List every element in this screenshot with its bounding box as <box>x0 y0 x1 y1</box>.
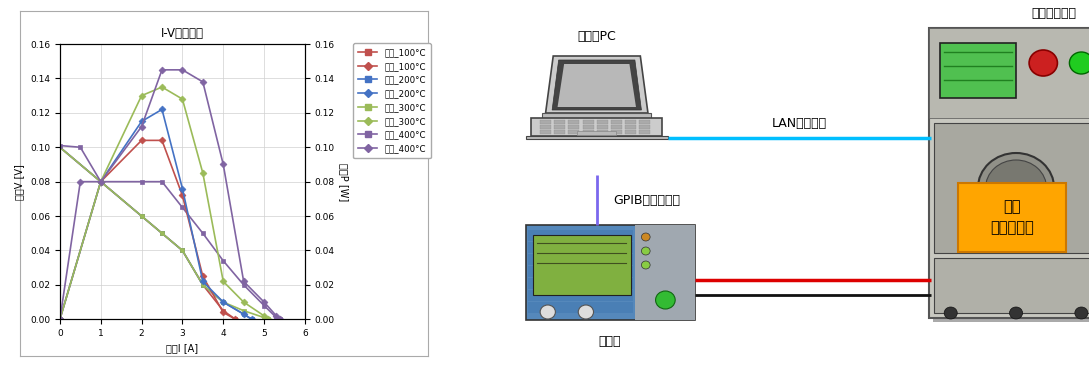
Y-axis label: 電力P [W]: 電力P [W] <box>339 163 348 201</box>
FancyBboxPatch shape <box>934 123 1089 253</box>
FancyBboxPatch shape <box>540 130 551 134</box>
FancyBboxPatch shape <box>597 130 608 134</box>
FancyBboxPatch shape <box>568 130 579 134</box>
Text: GPIBモジュール: GPIBモジュール <box>613 193 681 207</box>
Circle shape <box>1069 52 1089 74</box>
FancyBboxPatch shape <box>597 125 608 128</box>
FancyBboxPatch shape <box>583 125 594 128</box>
Circle shape <box>1029 50 1057 76</box>
FancyBboxPatch shape <box>929 28 1089 318</box>
Circle shape <box>944 307 957 319</box>
FancyBboxPatch shape <box>528 266 633 277</box>
FancyBboxPatch shape <box>533 235 631 295</box>
Circle shape <box>1075 307 1088 319</box>
FancyBboxPatch shape <box>635 225 695 320</box>
FancyBboxPatch shape <box>625 120 636 124</box>
FancyBboxPatch shape <box>639 125 650 128</box>
FancyBboxPatch shape <box>528 290 633 301</box>
FancyBboxPatch shape <box>542 113 651 118</box>
Circle shape <box>641 261 650 269</box>
Circle shape <box>578 305 594 319</box>
FancyBboxPatch shape <box>528 278 633 289</box>
Circle shape <box>641 247 650 255</box>
Text: LANケーブル: LANケーブル <box>772 117 827 130</box>
FancyBboxPatch shape <box>531 118 662 136</box>
Circle shape <box>986 160 1047 216</box>
FancyBboxPatch shape <box>528 242 633 253</box>
FancyBboxPatch shape <box>526 136 668 139</box>
Text: 加熱試験装置: 加熱試験装置 <box>1031 7 1077 20</box>
FancyBboxPatch shape <box>934 258 1089 313</box>
FancyBboxPatch shape <box>611 120 622 124</box>
FancyBboxPatch shape <box>958 183 1066 252</box>
Polygon shape <box>546 56 648 113</box>
FancyBboxPatch shape <box>583 130 594 134</box>
FancyBboxPatch shape <box>577 131 616 135</box>
FancyBboxPatch shape <box>583 120 594 124</box>
FancyBboxPatch shape <box>639 120 650 124</box>
FancyBboxPatch shape <box>933 32 1089 322</box>
Polygon shape <box>552 60 641 110</box>
FancyBboxPatch shape <box>625 130 636 134</box>
Circle shape <box>978 153 1054 223</box>
FancyBboxPatch shape <box>611 125 622 128</box>
FancyBboxPatch shape <box>528 302 633 313</box>
Legend: 電圧_100°C, 電力_100°C, 電圧_200°C, 電力_200°C, 電圧_300°C, 電力_300°C, 電圧_400°C, 電力_400°C: 電圧_100°C, 電力_100°C, 電圧_200°C, 電力_200°C, … <box>353 43 431 158</box>
FancyBboxPatch shape <box>528 254 633 265</box>
FancyBboxPatch shape <box>554 130 565 134</box>
Text: 計測器: 計測器 <box>599 335 621 348</box>
X-axis label: 電流I [A]: 電流I [A] <box>167 344 198 353</box>
Text: 制御用PC: 制御用PC <box>577 30 616 43</box>
FancyBboxPatch shape <box>526 225 695 320</box>
FancyBboxPatch shape <box>625 125 636 128</box>
FancyBboxPatch shape <box>540 125 551 128</box>
FancyBboxPatch shape <box>568 125 579 128</box>
FancyBboxPatch shape <box>639 130 650 134</box>
Text: 熱電
モジュール: 熱電 モジュール <box>990 200 1035 236</box>
Circle shape <box>540 305 555 319</box>
Polygon shape <box>558 64 636 107</box>
Circle shape <box>641 233 650 241</box>
FancyBboxPatch shape <box>554 125 565 128</box>
FancyBboxPatch shape <box>528 230 633 241</box>
FancyBboxPatch shape <box>554 120 565 124</box>
FancyBboxPatch shape <box>611 130 622 134</box>
Circle shape <box>656 291 675 309</box>
FancyBboxPatch shape <box>940 43 1016 98</box>
Title: I-V出力特性: I-V出力特性 <box>161 27 204 40</box>
FancyBboxPatch shape <box>540 120 551 124</box>
FancyBboxPatch shape <box>929 28 1089 118</box>
FancyBboxPatch shape <box>568 120 579 124</box>
Circle shape <box>1010 307 1023 319</box>
Y-axis label: 電圧V [V]: 電圧V [V] <box>14 164 24 200</box>
FancyBboxPatch shape <box>597 120 608 124</box>
